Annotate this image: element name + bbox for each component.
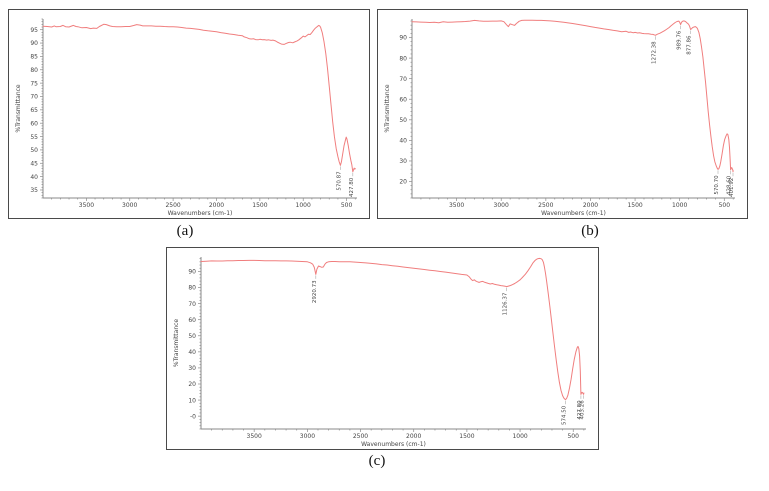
svg-text:1000: 1000	[672, 202, 687, 209]
svg-text:2000: 2000	[583, 202, 598, 209]
svg-text:%Transmittance: %Transmittance	[384, 84, 391, 133]
caption-a: (a)	[176, 223, 194, 239]
svg-text:427.80: 427.80	[577, 400, 583, 420]
spectrum-svg-c: 3500 3000 2500 2000 1500 1000 500 -0 10 20 30 40 50 6…	[173, 257, 586, 448]
svg-text:40: 40	[188, 349, 196, 356]
svg-text:2500: 2500	[538, 202, 553, 209]
svg-text:50: 50	[30, 147, 38, 154]
svg-text:50: 50	[399, 117, 407, 124]
svg-text:80: 80	[30, 67, 38, 74]
svg-text:70: 70	[399, 76, 407, 83]
svg-text:%Transmittance: %Transmittance	[15, 84, 22, 133]
svg-text:989.76: 989.76	[677, 30, 683, 50]
svg-text:500: 500	[341, 202, 353, 209]
svg-text:1500: 1500	[252, 202, 267, 209]
svg-text:Wavenumbers (cm-1): Wavenumbers (cm-1)	[541, 210, 606, 217]
svg-text:50: 50	[188, 333, 196, 340]
svg-text:401.92: 401.92	[729, 178, 735, 197]
svg-text:70: 70	[30, 94, 38, 101]
svg-text:-0: -0	[190, 413, 196, 420]
svg-text:2500: 2500	[353, 433, 368, 440]
svg-text:500: 500	[567, 433, 579, 440]
svg-text:2920.73: 2920.73	[312, 280, 318, 303]
svg-text:55: 55	[30, 134, 38, 141]
svg-text:428.60: 428.60	[727, 175, 733, 195]
svg-text:90: 90	[399, 35, 407, 42]
svg-text:60: 60	[399, 96, 407, 103]
svg-text:20: 20	[188, 381, 196, 388]
svg-text:1126.37: 1126.37	[503, 292, 509, 315]
svg-text:40: 40	[30, 174, 38, 181]
svg-text:45: 45	[30, 161, 38, 168]
svg-text:1000: 1000	[296, 202, 311, 209]
svg-text:80: 80	[188, 285, 196, 292]
svg-text:90: 90	[188, 269, 196, 276]
svg-text:30: 30	[399, 158, 407, 165]
svg-text:80: 80	[399, 55, 407, 62]
spectrum-svg-b: 3500 3000 2500 2000 1500 1000 500 20 30 40 50 60 70 8…	[384, 19, 735, 217]
svg-text:1500: 1500	[459, 433, 474, 440]
caption-b: (b)	[581, 223, 599, 239]
svg-text:40: 40	[399, 138, 407, 145]
svg-text:500: 500	[719, 202, 731, 209]
spectrum-chart-c: 3500 3000 2500 2000 1500 1000 500 -0 10 20 30 40 50 6…	[166, 247, 599, 450]
svg-text:3500: 3500	[79, 202, 94, 209]
spectrum-chart-a: 3500 3000 2500 2000 1500 1000 500 35 40 45 50 55 60 6…	[8, 9, 370, 219]
svg-text:570.70: 570.70	[714, 175, 720, 195]
svg-text:20: 20	[399, 179, 407, 186]
svg-text:1272.38: 1272.38	[651, 41, 657, 64]
caption-c: (c)	[368, 453, 386, 469]
svg-text:60: 60	[30, 120, 38, 127]
svg-text:35: 35	[30, 187, 38, 194]
spectrum-svg-a: 3500 3000 2500 2000 1500 1000 500 35 40 45 50 55 60 6…	[15, 18, 357, 217]
svg-text:2500: 2500	[165, 202, 180, 209]
svg-text:85: 85	[30, 54, 38, 61]
svg-text:3000: 3000	[300, 433, 315, 440]
svg-text:570.87: 570.87	[336, 171, 342, 191]
svg-text:3000: 3000	[494, 202, 509, 209]
svg-text:877.86: 877.86	[687, 35, 693, 55]
svg-text:90: 90	[30, 40, 38, 47]
svg-text:2000: 2000	[406, 433, 421, 440]
svg-text:3000: 3000	[122, 202, 137, 209]
svg-text:1500: 1500	[627, 202, 642, 209]
svg-text:%Transmittance: %Transmittance	[173, 319, 180, 368]
svg-text:427.80: 427.80	[349, 177, 355, 197]
svg-text:65: 65	[30, 107, 38, 114]
svg-text:95: 95	[30, 27, 38, 34]
spectrum-chart-b: 3500 3000 2500 2000 1500 1000 500 20 30 40 50 60 70 8…	[377, 9, 748, 219]
svg-text:1000: 1000	[512, 433, 527, 440]
svg-text:10: 10	[188, 397, 196, 404]
svg-text:75: 75	[30, 80, 38, 87]
svg-text:3500: 3500	[449, 202, 464, 209]
svg-text:2000: 2000	[209, 202, 224, 209]
svg-text:Wavenumbers (cm-1): Wavenumbers (cm-1)	[361, 441, 426, 448]
svg-text:Wavenumbers (cm-1): Wavenumbers (cm-1)	[168, 210, 233, 217]
svg-text:3500: 3500	[247, 433, 262, 440]
svg-text:574.50: 574.50	[561, 405, 567, 425]
svg-text:30: 30	[188, 365, 196, 372]
svg-text:403.26: 403.26	[580, 400, 586, 420]
svg-text:60: 60	[188, 317, 196, 324]
svg-text:70: 70	[188, 301, 196, 308]
